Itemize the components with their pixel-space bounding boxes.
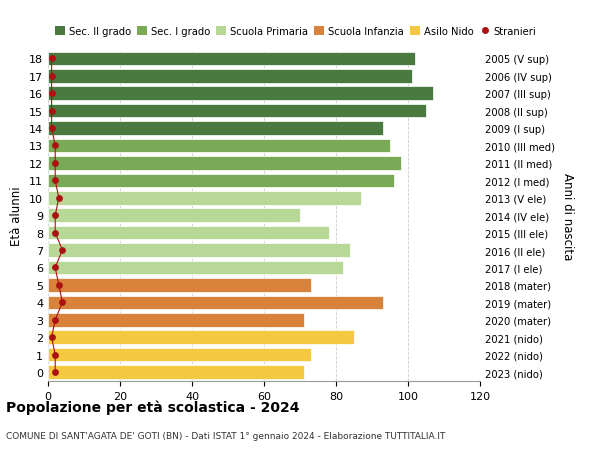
Bar: [48, 296, 383, 309]
Bar: [48, 140, 390, 153]
Bar: [48, 105, 426, 118]
Legend: Sec. II grado, Sec. I grado, Scuola Primaria, Scuola Infanzia, Asilo Nido, Stran: Sec. II grado, Sec. I grado, Scuola Prim…: [53, 25, 539, 39]
Point: [50, 369, 60, 376]
Point: [50, 160, 60, 167]
Point: [50, 264, 60, 272]
Point: [50, 230, 60, 237]
Point: [58, 247, 67, 254]
Bar: [48, 191, 361, 205]
Bar: [48, 226, 329, 240]
Point: [47, 334, 56, 341]
Point: [50, 351, 60, 358]
Point: [50, 142, 60, 150]
Bar: [48, 157, 401, 170]
Point: [47, 73, 56, 80]
Bar: [48, 209, 300, 223]
Point: [47, 90, 56, 98]
Point: [58, 299, 67, 306]
Bar: [48, 313, 304, 327]
Bar: [48, 365, 304, 379]
Text: Popolazione per età scolastica - 2024: Popolazione per età scolastica - 2024: [6, 399, 299, 414]
Point: [50, 177, 60, 185]
Bar: [48, 52, 415, 66]
Bar: [48, 279, 311, 292]
Bar: [48, 70, 412, 84]
Point: [47, 108, 56, 115]
Point: [54, 282, 64, 289]
Bar: [48, 348, 311, 362]
Bar: [48, 261, 343, 274]
Y-axis label: Anni di nascita: Anni di nascita: [562, 172, 574, 259]
Bar: [48, 122, 383, 135]
Bar: [48, 174, 394, 188]
Text: COMUNE DI SANT'AGATA DE' GOTI (BN) - Dati ISTAT 1° gennaio 2024 - Elaborazione T: COMUNE DI SANT'AGATA DE' GOTI (BN) - Dat…: [6, 431, 445, 441]
Point: [50, 212, 60, 219]
Bar: [48, 87, 433, 101]
Point: [47, 56, 56, 63]
Bar: [48, 330, 354, 344]
Point: [54, 195, 64, 202]
Bar: [48, 244, 350, 257]
Y-axis label: Età alunni: Età alunni: [10, 186, 23, 246]
Point: [47, 125, 56, 133]
Point: [50, 316, 60, 324]
